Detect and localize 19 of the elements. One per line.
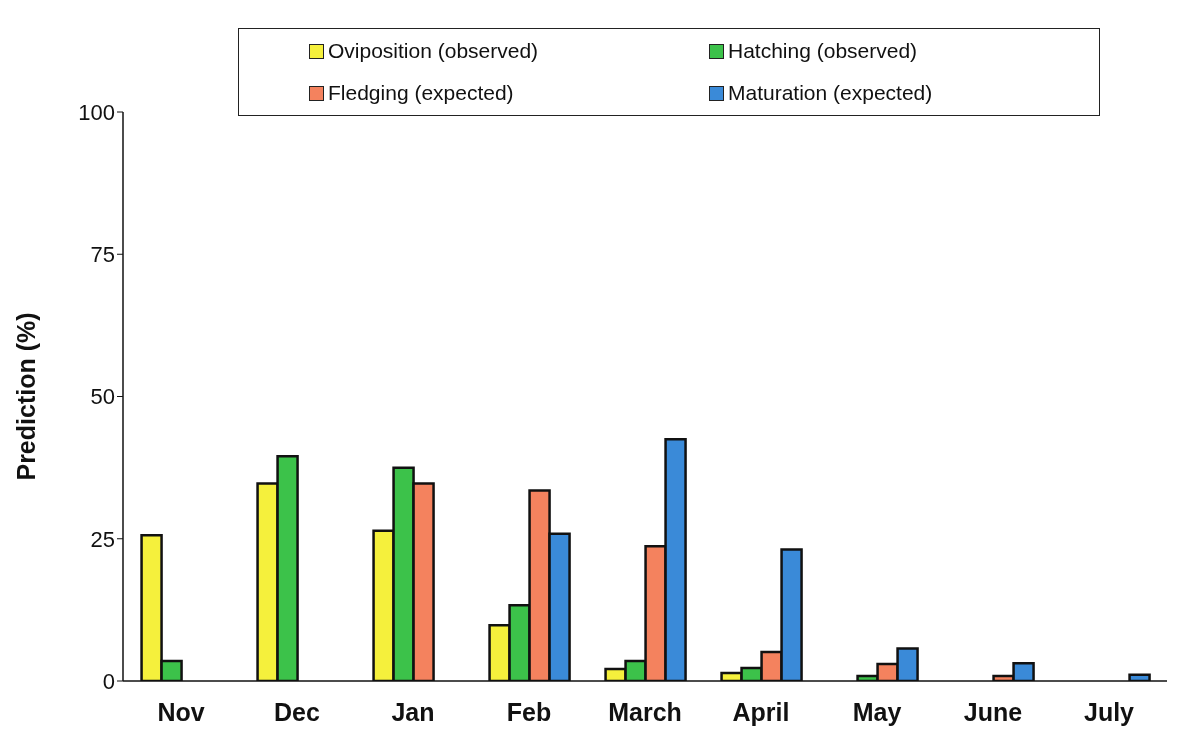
x-tick-label: March [608, 697, 682, 726]
x-tick-label: Jan [391, 697, 435, 726]
x-tick-label: July [1083, 697, 1135, 726]
x-tick-label: April [732, 697, 790, 726]
x-tick-label: May [852, 697, 902, 726]
legend-label: Fledging (expected) [328, 81, 514, 105]
y-tick-label: 0 [102, 668, 115, 694]
y-axis-title: Prediction (%) [11, 312, 40, 481]
y-tick-label: 100 [78, 99, 115, 125]
y-tick-label: 75 [90, 242, 115, 268]
x-tick-label: Feb [506, 697, 552, 726]
legend-label: Hatching (observed) [728, 39, 918, 63]
legend-label: Maturation (expected) [728, 81, 933, 105]
x-tick-label: June [963, 697, 1023, 726]
x-tick-label: Dec [274, 697, 321, 726]
legend-label: Oviposition (observed) [328, 39, 539, 63]
y-tick-label: 50 [90, 384, 115, 410]
y-tick-label: 25 [90, 526, 115, 552]
x-tick-label: Nov [157, 697, 205, 726]
